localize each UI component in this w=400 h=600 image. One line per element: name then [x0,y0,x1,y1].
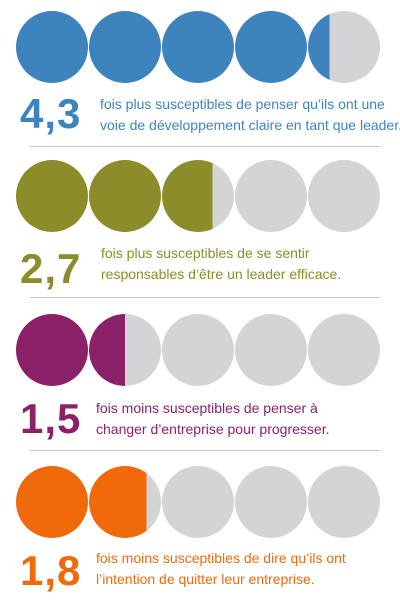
circle-row-4 [16,466,384,538]
stat-text-2: fois plus susceptibles de se sentir resp… [101,243,341,285]
stat-text-3: fois moins susceptibles de penser à chan… [96,398,329,440]
circle-4 [235,11,307,83]
stat-text-2-line-1: fois plus susceptibles de se sentir [101,245,310,261]
circle-5 [308,11,380,83]
stat-value-2: 2,7 [20,245,82,292]
stat-value-1: 4,3 [20,90,82,137]
circle-4 [235,160,307,232]
stat-text-4-line-1: fois moins susceptibles de dire qu’ils o… [96,550,346,566]
circle-3 [162,314,234,386]
stat-text-4: fois moins susceptibles de dire qu’ils o… [96,548,346,590]
stat-text-4-line-2: l’intention de quitter leur entreprise. [96,571,315,587]
circle-row-2 [16,160,384,232]
stat-value-4: 1,8 [20,547,82,594]
stat-text-1-line-2: voie de développement claire en tant que… [100,117,400,133]
circle-4 [235,314,307,386]
circle-2 [89,466,161,538]
divider-1 [30,146,380,147]
circle-3 [162,11,234,83]
circle-row-1 [16,11,384,83]
circle-5 [308,466,380,538]
stat-value-3: 1,5 [20,395,82,442]
circle-3 [162,160,234,232]
stat-text-3-line-1: fois moins susceptibles de penser à [96,400,318,416]
circle-1 [16,11,88,83]
divider-2 [30,297,380,298]
circle-2 [89,160,161,232]
circle-row-3 [16,314,384,386]
circle-2 [89,314,161,386]
stat-text-1-line-1: fois plus susceptibles de penser qu’ils … [100,96,385,112]
circle-3 [162,466,234,538]
stat-text-1: fois plus susceptibles de penser qu’ils … [100,94,400,136]
circle-2 [89,11,161,83]
stat-text-2-line-2: responsables d’être un leader efficace. [101,266,342,282]
circle-1 [16,160,88,232]
circle-5 [308,314,380,386]
circle-4 [235,466,307,538]
divider-3 [30,450,380,451]
circle-1 [16,466,88,538]
stat-text-3-line-2: changer d’entreprise pour progresser. [96,421,330,437]
circle-1 [16,314,88,386]
circle-5 [308,160,380,232]
